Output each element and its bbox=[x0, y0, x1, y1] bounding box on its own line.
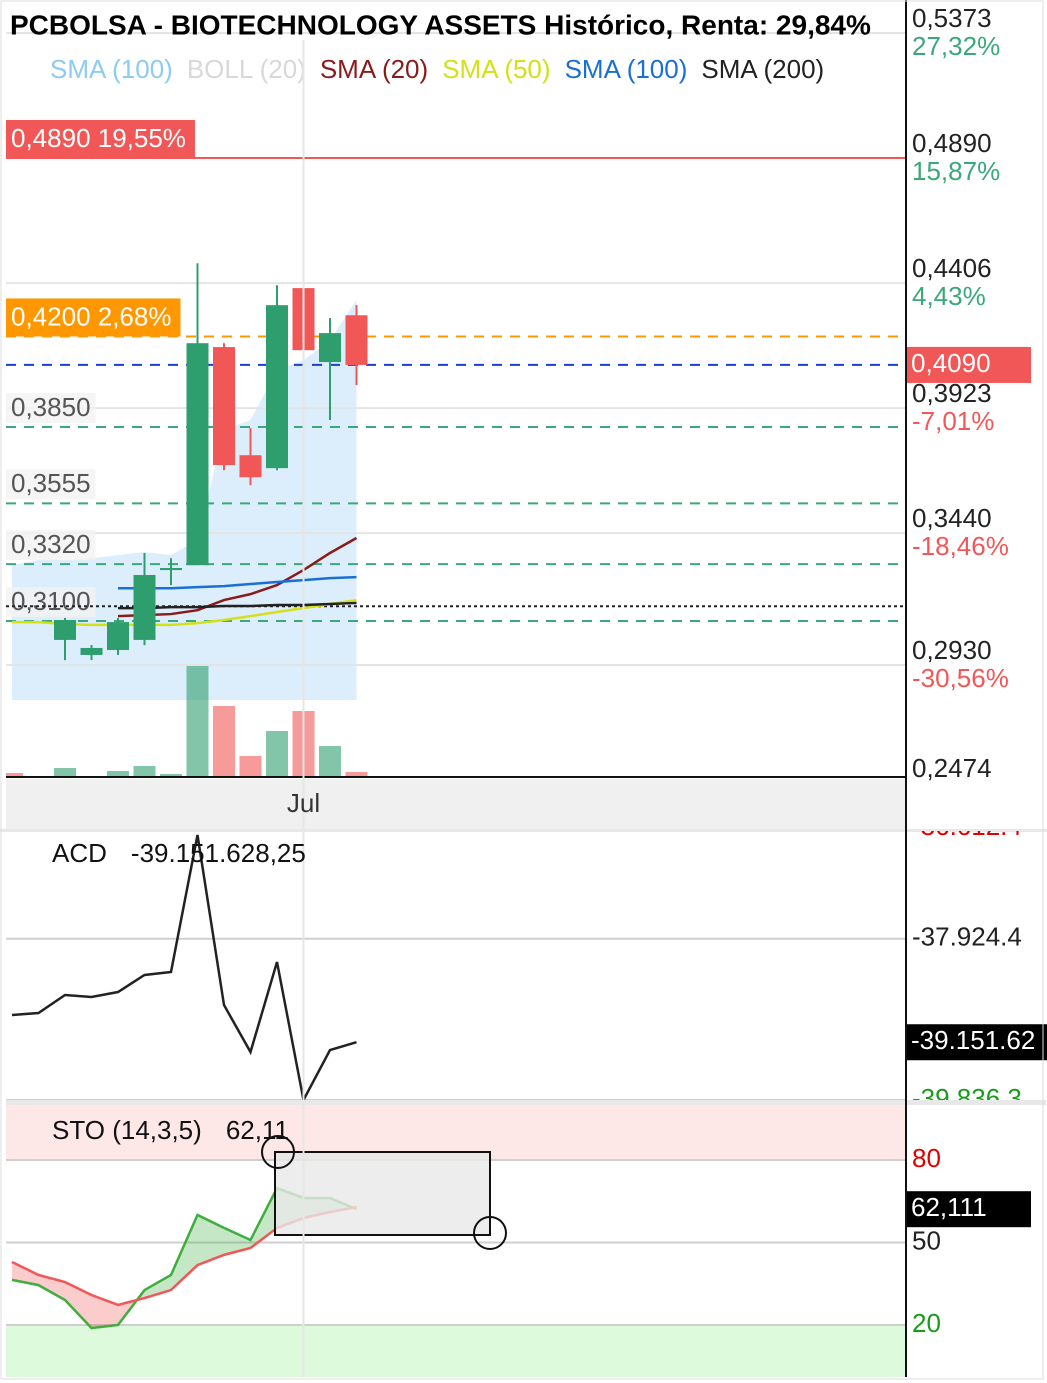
candle-body bbox=[239, 455, 262, 478]
indicator-line bbox=[11, 834, 357, 1100]
candle-body bbox=[80, 647, 103, 655]
legend-entry: SMA (200) bbox=[701, 54, 824, 84]
y-tick-label: -39.836.3 bbox=[912, 1083, 1022, 1113]
y-tick-label: -36.612.4 bbox=[912, 811, 1022, 841]
indicator-value: -39.151.628,25 bbox=[131, 838, 306, 868]
last-value-label: -39.151.62 bbox=[911, 1025, 1035, 1055]
moving-average bbox=[117, 536, 358, 618]
legend-entry: SMA (50) bbox=[442, 54, 550, 84]
drawing-handle[interactable] bbox=[473, 1216, 507, 1250]
last-price-box bbox=[906, 346, 1031, 383]
candle-body bbox=[133, 574, 156, 640]
last-price-label: 0,4090 bbox=[911, 348, 991, 378]
legend-entry: SMA (100) bbox=[50, 54, 173, 84]
y-tick-label: 0,2474 bbox=[912, 753, 992, 783]
candle-body bbox=[213, 347, 235, 466]
last-value-label: 62,111 bbox=[911, 1192, 987, 1222]
x-axis-band bbox=[6, 779, 906, 829]
bollinger-band bbox=[12, 300, 357, 700]
drawing-handle[interactable] bbox=[261, 1135, 295, 1169]
indicator-label: ACD bbox=[52, 838, 107, 868]
crossover-fill bbox=[65, 1282, 92, 1329]
level-label-box bbox=[6, 530, 96, 561]
volume-bar bbox=[133, 766, 156, 776]
y-tick-label: 20 bbox=[912, 1308, 941, 1338]
price-panel: 0,4890 19,55% 0,4200 2,68% 0,3850 0,3555 0,3… bbox=[6, 32, 906, 776]
crossover-fill bbox=[224, 1227, 251, 1255]
level-label: 0,4200 2,68% bbox=[11, 301, 171, 331]
y-tick-change: 4,43% bbox=[912, 281, 986, 311]
y-tick-label: 0,5373 bbox=[912, 3, 992, 33]
moving-average bbox=[118, 601, 357, 610]
y-tick-label: 50 bbox=[912, 1225, 941, 1255]
volume-bar bbox=[266, 731, 288, 776]
y-tick-label: 0,4406 bbox=[912, 253, 992, 283]
zone-band bbox=[6, 1105, 906, 1160]
level-label: 0,4890 19,55% bbox=[11, 123, 186, 153]
last-value-box bbox=[906, 1024, 1047, 1061]
level-label: 0,3555 bbox=[11, 468, 91, 498]
legend: SMA (100) BOLL (20) SMA (20) SMA (50) SMA (1… bbox=[50, 54, 824, 84]
level-label: 0,3100 bbox=[11, 586, 91, 616]
crossover-fill bbox=[144, 1274, 171, 1299]
panel-separator bbox=[0, 829, 1047, 832]
level-label: 0,3320 bbox=[11, 529, 91, 559]
level-label-box bbox=[6, 469, 96, 500]
crossover-fill bbox=[197, 1215, 224, 1266]
drawing-rectangle[interactable] bbox=[274, 1151, 491, 1236]
y-tick-change: -7,01% bbox=[912, 406, 994, 436]
acd-panel bbox=[6, 834, 906, 1100]
candle-body bbox=[319, 333, 341, 363]
y-tick-label: 0,3440 bbox=[912, 503, 992, 533]
sto-panel bbox=[6, 1105, 906, 1377]
y-tick-change: -18,46% bbox=[912, 531, 1009, 561]
y-tick-label: 0,2930 bbox=[912, 635, 992, 665]
legend-entry: SMA (100) bbox=[565, 54, 688, 84]
y-tick-change: -30,56% bbox=[912, 663, 1009, 693]
volume-bar bbox=[319, 746, 341, 776]
candle-body bbox=[266, 305, 288, 469]
candle-body bbox=[186, 343, 209, 566]
level-label: 0,3850 bbox=[11, 392, 91, 422]
crossover-fill bbox=[12, 1262, 39, 1286]
y-tick-label: 0,4890 bbox=[912, 128, 992, 158]
candle-body bbox=[107, 622, 129, 651]
y-tick-change: 27,32% bbox=[912, 31, 1000, 61]
candle-body bbox=[160, 568, 182, 571]
y-tick-label: 0,3923 bbox=[912, 378, 992, 408]
volume-bar bbox=[186, 666, 209, 776]
volume-bar bbox=[107, 771, 129, 776]
indicator-value: 62,11 bbox=[226, 1115, 289, 1145]
volume-bar bbox=[239, 756, 262, 776]
chart-title: PCBOLSA - BIOTECHNOLOGY ASSETS Histórico… bbox=[10, 9, 871, 40]
legend-entry: SMA (20) bbox=[320, 54, 428, 84]
candle-body bbox=[54, 620, 76, 640]
moving-average bbox=[118, 575, 357, 590]
zone-band bbox=[6, 1325, 906, 1377]
volume-bar bbox=[6, 773, 23, 776]
panel-separator bbox=[6, 1100, 1046, 1105]
level-label-box bbox=[6, 119, 195, 158]
acd-right-axis: -36.612.4 -37.924.4 -39.836.3 -39.151.62 bbox=[906, 811, 1047, 1113]
indicator-label: STO (14,3,5) bbox=[52, 1115, 202, 1145]
volume-bar bbox=[345, 772, 368, 776]
level-label-box bbox=[6, 587, 96, 618]
last-value-box bbox=[906, 1191, 1031, 1228]
y-tick-label: -37.924.4 bbox=[912, 922, 1022, 952]
volume-bar bbox=[54, 768, 76, 776]
x-tick-label: Jul bbox=[287, 788, 320, 818]
y-tick-label: 80 bbox=[912, 1143, 941, 1173]
volume-bar bbox=[160, 774, 182, 776]
candle-body bbox=[345, 315, 368, 365]
legend-entry: BOLL (20) bbox=[187, 54, 306, 84]
level-label-box bbox=[6, 393, 96, 424]
y-tick-change: 15,87% bbox=[912, 156, 1000, 186]
volume-bar bbox=[213, 706, 235, 776]
level-label-box bbox=[6, 298, 181, 337]
